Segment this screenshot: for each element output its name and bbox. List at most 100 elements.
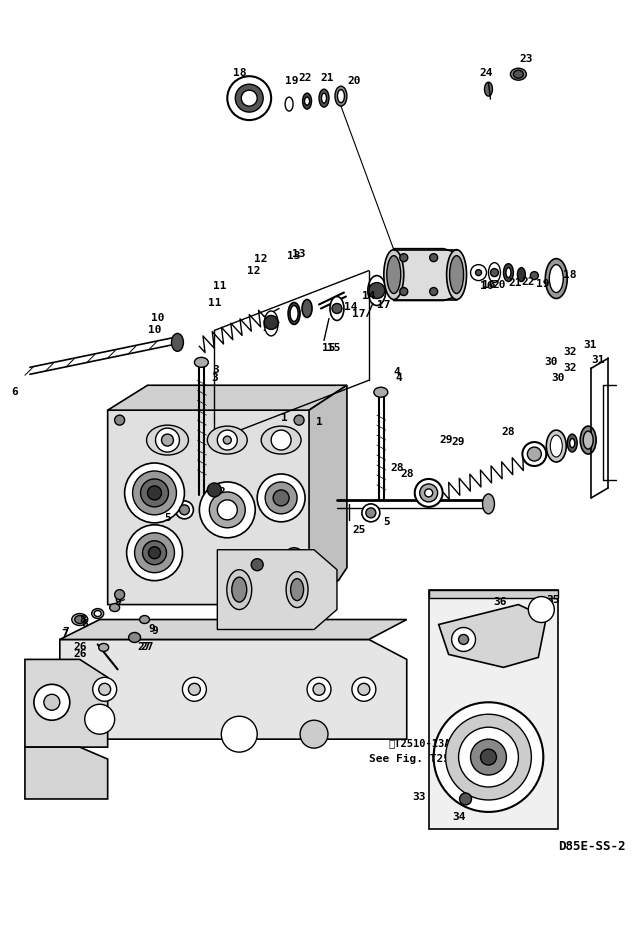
Ellipse shape [330, 296, 344, 321]
Circle shape [156, 428, 179, 452]
Ellipse shape [518, 267, 525, 281]
Text: 12: 12 [255, 254, 268, 264]
Circle shape [210, 492, 245, 528]
Text: 4: 4 [394, 367, 400, 377]
Circle shape [358, 683, 370, 695]
Text: 12: 12 [248, 266, 261, 276]
Text: 1: 1 [281, 413, 287, 423]
Circle shape [458, 727, 518, 787]
Circle shape [446, 714, 531, 800]
Circle shape [221, 716, 257, 752]
Circle shape [458, 635, 469, 644]
Circle shape [460, 793, 471, 805]
Circle shape [217, 430, 237, 450]
Circle shape [476, 269, 482, 276]
Circle shape [257, 474, 305, 522]
Circle shape [471, 739, 507, 775]
Text: 9: 9 [114, 596, 121, 607]
Text: 9: 9 [148, 624, 155, 635]
Circle shape [241, 90, 257, 106]
Circle shape [430, 254, 438, 262]
Polygon shape [107, 410, 339, 605]
Circle shape [161, 434, 174, 446]
Text: 30: 30 [545, 357, 558, 367]
Circle shape [294, 590, 304, 599]
Text: See Fig. T2510-13A0: See Fig. T2510-13A0 [369, 754, 497, 764]
Ellipse shape [227, 569, 251, 610]
Ellipse shape [583, 432, 593, 449]
Text: 17: 17 [377, 300, 390, 310]
Circle shape [451, 627, 476, 651]
Circle shape [271, 430, 291, 450]
Ellipse shape [72, 613, 87, 625]
Circle shape [227, 76, 271, 120]
Text: 33: 33 [412, 792, 426, 802]
Circle shape [44, 694, 60, 710]
Circle shape [430, 288, 438, 295]
Ellipse shape [384, 250, 404, 299]
Text: 32: 32 [563, 363, 577, 374]
Circle shape [245, 553, 269, 577]
Text: D85E-SS-2: D85E-SS-2 [558, 841, 626, 854]
Text: 27: 27 [138, 642, 151, 652]
Circle shape [34, 684, 70, 720]
Ellipse shape [110, 604, 120, 611]
Ellipse shape [549, 265, 563, 293]
Ellipse shape [506, 267, 511, 278]
Circle shape [251, 558, 263, 570]
Text: 14: 14 [362, 291, 376, 300]
Circle shape [480, 749, 496, 765]
Circle shape [529, 596, 554, 623]
Circle shape [223, 436, 231, 444]
Polygon shape [429, 590, 558, 829]
Text: 26: 26 [73, 650, 87, 660]
Text: 16: 16 [482, 280, 495, 290]
Circle shape [471, 265, 487, 281]
Ellipse shape [449, 255, 464, 294]
Circle shape [265, 482, 297, 514]
Text: 6: 6 [12, 387, 19, 397]
Circle shape [400, 288, 408, 295]
Ellipse shape [368, 276, 386, 306]
Text: 22: 22 [298, 74, 312, 83]
Text: 14: 14 [344, 303, 358, 312]
Text: 2: 2 [221, 493, 228, 503]
Text: 15: 15 [322, 343, 336, 353]
Ellipse shape [550, 435, 562, 457]
Text: 5: 5 [164, 513, 171, 523]
Ellipse shape [511, 68, 527, 80]
Ellipse shape [319, 89, 329, 107]
Text: 21: 21 [509, 278, 522, 288]
Text: 34: 34 [452, 812, 466, 822]
Text: 2: 2 [218, 487, 224, 497]
Ellipse shape [567, 434, 577, 452]
Circle shape [264, 315, 278, 329]
Ellipse shape [489, 263, 500, 282]
Circle shape [313, 683, 325, 695]
Ellipse shape [503, 264, 513, 281]
Circle shape [147, 486, 161, 500]
Circle shape [400, 254, 408, 262]
Text: 27: 27 [141, 642, 154, 652]
Text: 9: 9 [116, 591, 123, 600]
Ellipse shape [75, 615, 85, 624]
Circle shape [85, 705, 114, 734]
Circle shape [143, 541, 167, 565]
Circle shape [300, 720, 328, 748]
Ellipse shape [288, 303, 300, 324]
Text: 1: 1 [316, 418, 322, 427]
Circle shape [522, 442, 547, 466]
Circle shape [284, 548, 304, 568]
Circle shape [183, 678, 206, 701]
Circle shape [125, 463, 185, 523]
Text: 32: 32 [563, 348, 577, 357]
Text: 24: 24 [480, 68, 493, 78]
Text: 19: 19 [285, 76, 299, 86]
Circle shape [366, 508, 376, 518]
Text: 図T2510-13A0を参照: 図T2510-13A0を参照 [389, 738, 476, 748]
Ellipse shape [290, 306, 298, 322]
Circle shape [199, 482, 255, 538]
Text: 20: 20 [493, 280, 506, 290]
Circle shape [332, 304, 342, 313]
Ellipse shape [305, 97, 309, 105]
